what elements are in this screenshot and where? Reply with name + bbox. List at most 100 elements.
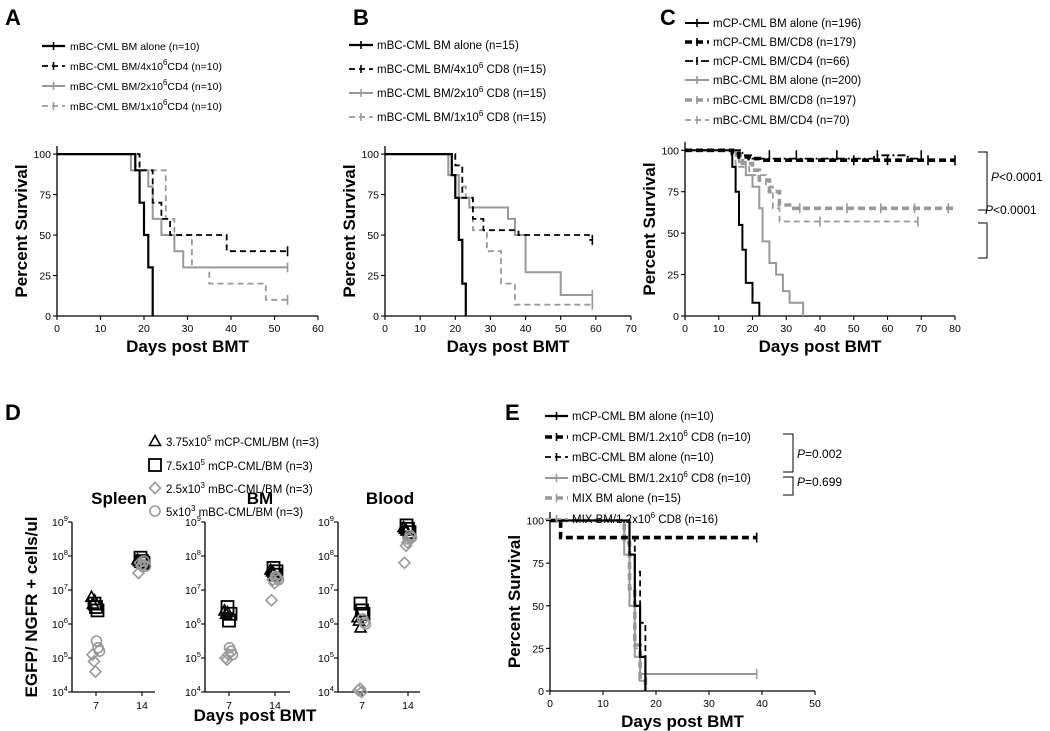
series-line-3	[385, 153, 593, 296]
x-tick-label: 60	[590, 323, 602, 335]
legend-d-marker-1	[148, 433, 162, 447]
x-tick-label: 50	[809, 698, 821, 710]
data-point-circle	[93, 645, 106, 658]
x-tick-label: 14	[136, 700, 148, 712]
x-tick-label: 60	[882, 323, 894, 335]
legend-e-label-2: mCP-CML BM/1.2x106 CD8 (n=10)	[572, 429, 751, 444]
y-tick-label: 108	[318, 548, 334, 563]
data-point-diamond	[266, 573, 280, 587]
y-tick-label: 100	[661, 145, 679, 157]
x-tick-label: 10	[414, 323, 426, 335]
p-value-e-1: P=0.002	[797, 447, 842, 461]
x-tick-label: 40	[225, 323, 237, 335]
y-tick-label: 25	[367, 271, 379, 283]
y-tick-label: 104	[185, 684, 201, 699]
data-point-square	[89, 600, 103, 614]
y-tick-label: 105	[185, 650, 201, 665]
legend-e-label-5: MIX BM alone (n=15)	[572, 493, 681, 505]
x-tick-label: 40	[520, 323, 532, 335]
bracket-e-1	[783, 433, 794, 473]
data-point-diamond	[354, 685, 369, 699]
y-tick-label: 109	[318, 514, 334, 529]
x-tick-label: 14	[402, 700, 414, 712]
panel-d-bm: 104 105 106 107 108 109 7 14 BM	[185, 489, 290, 712]
x-axis-label: Days post BMT	[621, 712, 744, 731]
x-tick-label: 20	[138, 323, 150, 335]
panel-letter-b: B	[353, 5, 369, 30]
bracket-e-2	[783, 476, 794, 496]
legend-a-label-1: mBC-CML BM alone (n=10)	[70, 41, 199, 53]
legend-a-label-3: mBC-CML BM/2x106CD4 (n=10)	[70, 78, 222, 93]
data-point-circle	[359, 618, 372, 630]
x-tick-label: 30	[703, 698, 715, 710]
x-tick-label: 10	[95, 323, 107, 335]
y-tick-label: 100	[526, 516, 544, 528]
y-axis-label: Percent Survival	[12, 164, 31, 297]
bracket-c-1	[978, 151, 988, 211]
x-tick-label: 50	[269, 323, 281, 335]
x-tick-label: 20	[650, 698, 662, 710]
data-point-circle	[90, 635, 103, 647]
y-tick-label: 25	[39, 271, 51, 283]
legend-c-label-5: mBC-CML BM/CD8 (n=197)	[713, 95, 856, 107]
legend-b-label-3: mBC-CML BM/2x106 CD8 (n=15)	[377, 85, 546, 100]
panel-d-title-blood: Blood	[366, 489, 414, 508]
x-tick-label: 40	[814, 323, 826, 335]
data-point-square	[223, 606, 238, 621]
y-axis-label: Percent Survival	[340, 164, 359, 297]
y-tick-label: 106	[185, 616, 201, 631]
x-tick-label: 80	[949, 323, 961, 335]
legend-c-label-6: mBC-CML BM/CD4 (n=70)	[713, 115, 850, 127]
legend-c: mCP-CML BM alone (n=196) mCP-CML BM/CD8 (…	[685, 18, 861, 127]
x-tick-label: 0	[382, 323, 388, 335]
x-tick-label: 0	[54, 323, 60, 335]
panel-e: 0 10 20 30 40 50 0 25 50 75 100 Days post BMT Percen…	[505, 512, 821, 731]
legend-e-label-1: mCP-CML BM alone (n=10)	[572, 411, 714, 423]
legend-d-label-2: 7.5x105 mCP-CML/BM (n=3)	[166, 458, 313, 473]
y-tick-label: 107	[185, 582, 201, 597]
y-tick-label: 75	[367, 190, 379, 202]
y-axis-label: Percent Survival	[640, 162, 659, 295]
x-tick-label: 50	[848, 323, 860, 335]
legend-a-label-2: mBC-CML BM/4x106CD4 (n=10)	[70, 58, 222, 73]
panel-d-blood: 104 105 106 107 108 109 7 14 Blood	[318, 489, 420, 712]
legend-d-marker-4	[149, 505, 161, 517]
p-values-c: P<0.0001 P<0.0001	[978, 151, 1043, 259]
y-tick-label: 109	[52, 514, 68, 529]
panel-a: 0 10 20 30 40 50 60 0 25 50 75 100 Days post BMT Perc…	[12, 146, 324, 356]
panel-letter-d: D	[5, 400, 21, 425]
data-point-square	[355, 603, 369, 618]
p-value-c-1: P<0.0001	[991, 170, 1043, 184]
data-point-circle	[226, 648, 239, 661]
legend-c-label-3: mCP-CML BM/CD4 (n=66)	[713, 56, 850, 68]
x-tick-label: 0	[682, 323, 688, 335]
x-axis-label: Days post BMT	[759, 337, 882, 356]
y-tick-label: 100	[361, 149, 379, 161]
data-point-diamond	[264, 593, 279, 607]
data-point-circle	[138, 555, 150, 567]
legend-d: 3.75x105 mCP-CML/BM (n=3) 7.5x105 mCP-CML…	[148, 433, 319, 519]
panel-d-title-bm: BM	[247, 489, 273, 508]
data-point-circle	[272, 573, 285, 586]
legend-d-label-3: 2.5x103 mBC-CML/BM (n=3)	[166, 481, 313, 496]
y-tick-label: 0	[45, 311, 51, 323]
legend-e: mCP-CML BM alone (n=10) mCP-CML BM/1.2x10…	[545, 411, 751, 526]
y-tick-label: 25	[667, 270, 679, 282]
panel-d-title-spleen: Spleen	[91, 489, 147, 508]
y-tick-label: 0	[373, 311, 379, 323]
series-line-4	[57, 153, 288, 301]
y-tick-label: 108	[185, 548, 201, 563]
y-tick-label: 50	[667, 228, 679, 240]
series-line-1	[685, 149, 761, 316]
x-tick-label: 70	[915, 323, 927, 335]
y-tick-label: 50	[367, 230, 379, 242]
series-line-4	[385, 153, 593, 306]
data-point-square	[90, 603, 105, 618]
x-tick-label: 70	[625, 323, 637, 335]
y-tick-label: 104	[52, 684, 68, 699]
data-point-circle	[269, 570, 282, 583]
legend-e-label-3: mBC-CML BM alone (n=10)	[572, 452, 714, 464]
x-tick-label: 50	[555, 323, 567, 335]
data-point-circle	[139, 560, 152, 573]
